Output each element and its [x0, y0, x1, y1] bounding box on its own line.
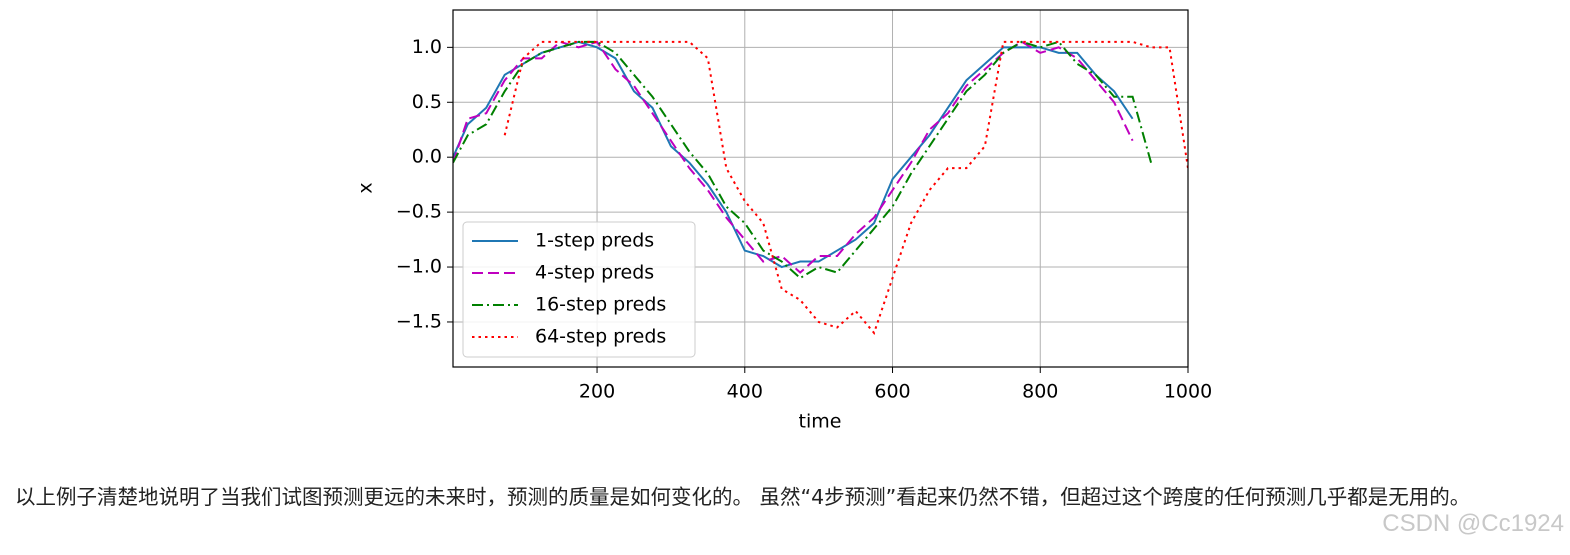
- x-tick-label: 200: [579, 381, 615, 403]
- y-axis-label: x: [355, 182, 377, 193]
- x-tick-label: 600: [874, 381, 910, 403]
- legend-label: 1-step preds: [535, 230, 654, 252]
- y-tick-label: 1.0: [412, 36, 442, 58]
- x-tick-label: 400: [727, 381, 763, 403]
- x-axis-label: time: [799, 411, 842, 433]
- x-tick-label: 1000: [1164, 381, 1212, 403]
- legend: 1-step preds 4-step preds 16-step preds 64-…: [462, 221, 696, 358]
- y-tick-label: 0.5: [412, 91, 442, 113]
- legend-label: 4-step preds: [535, 262, 654, 284]
- y-tick-label: −1.5: [396, 310, 442, 332]
- axes-frame: [452, 9, 1189, 368]
- series-line: [453, 40, 1153, 280]
- chart: 200 400 600 800 1000 1.0 0.5 0.0 −0.5 −1.0 −1.5 ti…: [355, 9, 1212, 433]
- plot-area: [453, 40, 1188, 335]
- legend-label: 16-step preds: [535, 294, 666, 316]
- watermark: CSDN @Cc1924: [1382, 510, 1564, 537]
- ticks: 200 400 600 800 1000 1.0 0.5 0.0 −0.5 −1.0 −1.5: [396, 36, 1212, 403]
- y-tick-label: 0.0: [412, 146, 442, 168]
- x-tick-label: 800: [1022, 381, 1058, 403]
- y-tick-label: −0.5: [396, 201, 442, 223]
- legend-box: [462, 221, 696, 358]
- y-tick-label: −1.0: [396, 256, 442, 278]
- paragraph: 以上例子清楚地说明了当我们试图预测更远的未来时，预测的质量是如何变化的。 虽然“…: [15, 485, 1471, 509]
- legend-label: 64-step preds: [535, 326, 666, 348]
